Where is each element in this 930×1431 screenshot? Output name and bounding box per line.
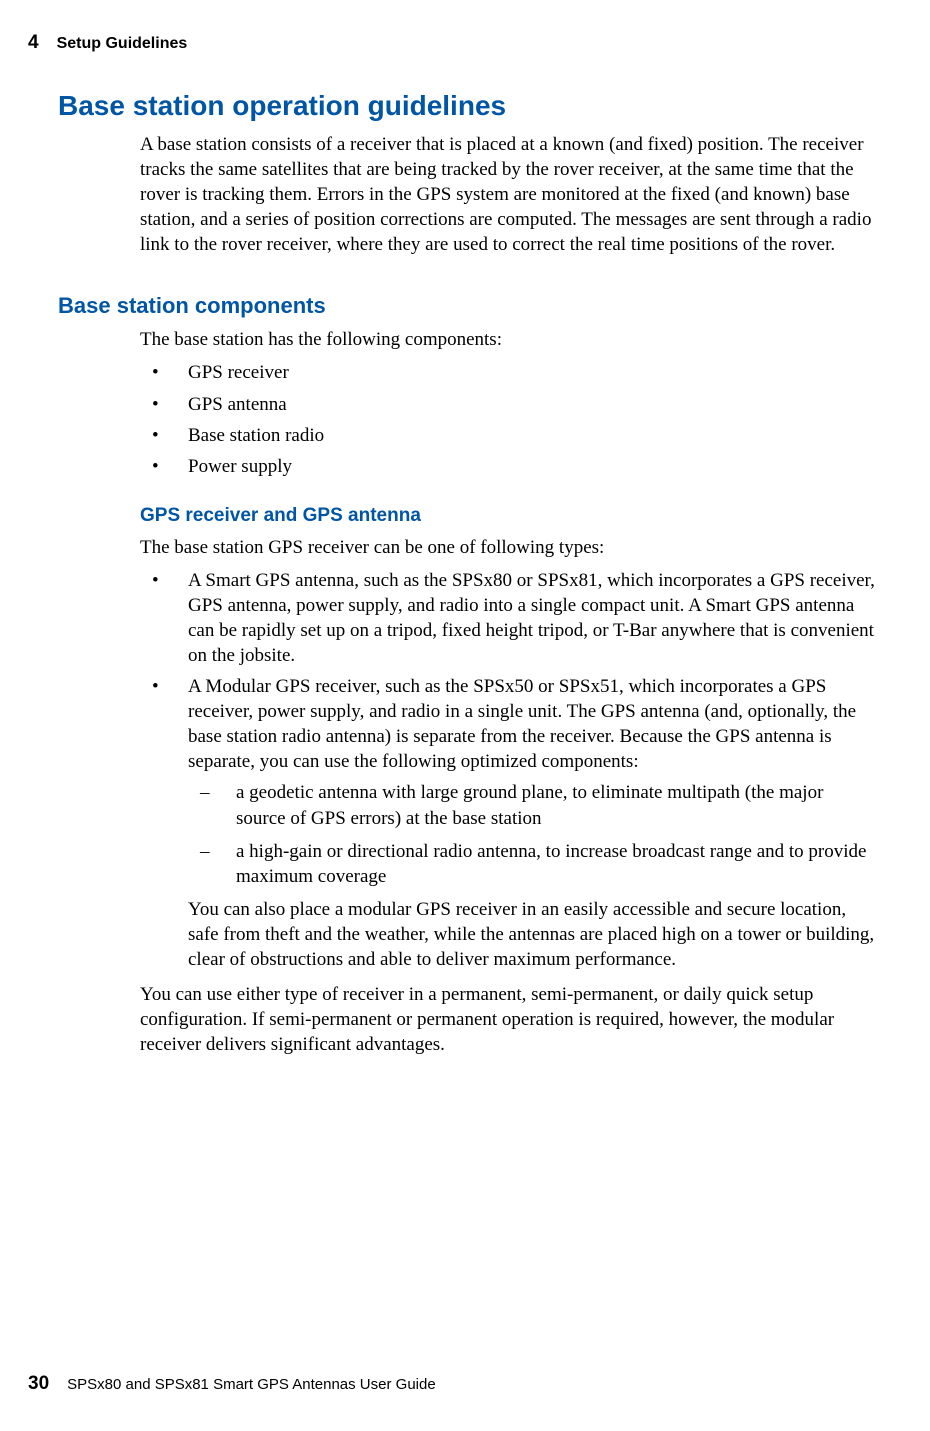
modular-sublist: a geodetic antenna with large ground pla… (188, 780, 876, 888)
chapter-title: Setup Guidelines (57, 35, 188, 53)
modular-intro-text: A Modular GPS receiver, such as the SPSx… (188, 676, 856, 772)
sublist-item: a geodetic antenna with large ground pla… (188, 780, 876, 830)
closing-paragraph: You can use either type of receiver in a… (140, 982, 876, 1057)
list-item: Power supply (140, 454, 876, 479)
intro-paragraph: A base station consists of a receiver th… (140, 132, 876, 257)
components-list: GPS receiver GPS antenna Base station ra… (140, 360, 876, 478)
list-item: A Smart GPS antenna, such as the SPSx80 … (140, 568, 876, 668)
receiver-intro: The base station GPS receiver can be one… (140, 535, 876, 560)
list-item: Base station radio (140, 423, 876, 448)
list-item: GPS receiver (140, 360, 876, 385)
heading-2: Base station components (58, 293, 876, 319)
page-footer: 30 SPSx80 and SPSx81 Smart GPS Antennas … (28, 1373, 436, 1395)
components-intro: The base station has the following compo… (140, 327, 876, 352)
list-item: A Modular GPS receiver, such as the SPSx… (140, 674, 876, 972)
modular-tail-paragraph: You can also place a modular GPS receive… (188, 897, 876, 972)
heading-1: Base station operation guidelines (58, 90, 876, 122)
sublist-item: a high-gain or directional radio antenna… (188, 839, 876, 889)
footer-guide-title: SPSx80 and SPSx81 Smart GPS Antennas Use… (67, 1376, 436, 1393)
page-number: 30 (28, 1373, 49, 1395)
page-header: 4 Setup Guidelines (28, 32, 187, 54)
heading-3: GPS receiver and GPS antenna (140, 505, 876, 527)
chapter-number: 4 (28, 32, 39, 54)
page-content: Base station operation guidelines A base… (58, 90, 876, 1065)
receiver-types-list: A Smart GPS antenna, such as the SPSx80 … (140, 568, 876, 972)
list-item: GPS antenna (140, 392, 876, 417)
